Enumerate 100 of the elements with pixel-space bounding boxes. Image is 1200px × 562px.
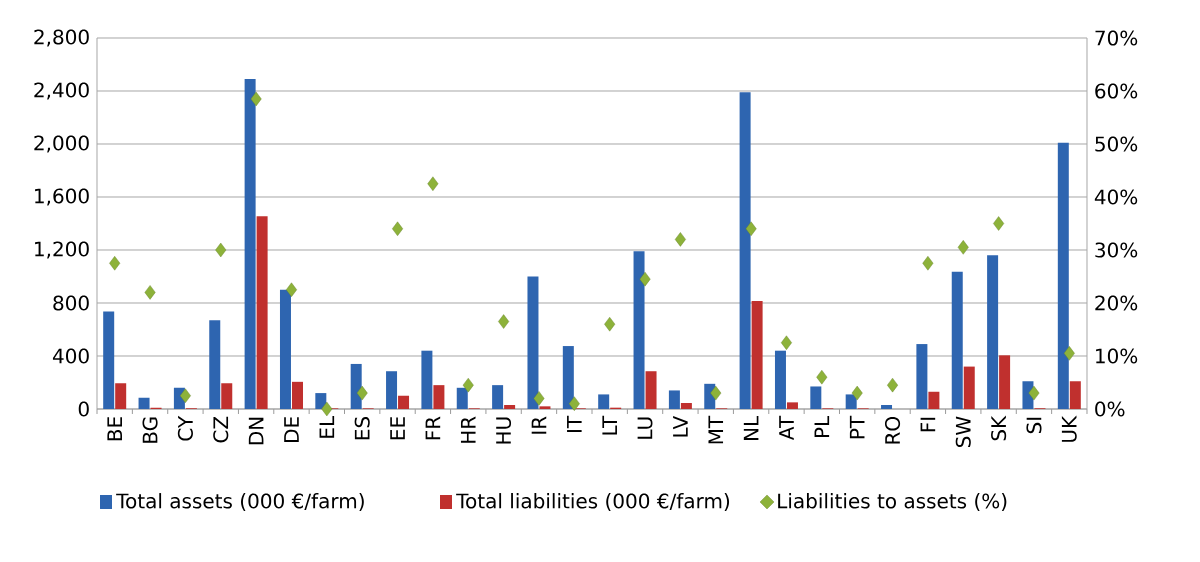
bar	[928, 391, 940, 409]
legend-label: Total liabilities (000 €/farm)	[456, 493, 730, 511]
x-tick-label: FR	[425, 416, 441, 440]
x-tick-label: DE	[284, 417, 299, 442]
bar	[115, 383, 127, 409]
point	[321, 401, 333, 417]
bar	[209, 320, 221, 409]
x-tick-label: RO	[884, 416, 901, 444]
bar	[951, 271, 963, 409]
point	[922, 256, 934, 271]
y2-tick-label: 50%	[1095, 136, 1138, 152]
bar	[433, 385, 445, 409]
bar	[598, 394, 610, 409]
point	[781, 335, 792, 350]
point	[286, 282, 297, 297]
y2-tick-label: 70%	[1095, 30, 1138, 46]
point	[179, 388, 191, 403]
y2-tick-label: 60%	[1095, 83, 1138, 99]
point	[674, 232, 686, 247]
bar	[539, 406, 551, 409]
x-tick-label: DN	[248, 417, 264, 445]
y2-tick-label: 10%	[1096, 348, 1138, 364]
y-tick-label: 400	[52, 348, 89, 364]
bar	[916, 344, 928, 409]
x-tick-label: HU	[496, 417, 512, 444]
y-tick-label: 2,800	[34, 29, 89, 47]
bar	[456, 387, 468, 409]
point	[639, 271, 651, 287]
bar	[504, 405, 516, 409]
point	[1063, 346, 1075, 361]
bar	[103, 311, 115, 409]
point	[745, 221, 757, 236]
x-tick-label: MT	[708, 415, 724, 444]
y2-tick-label: 20%	[1095, 295, 1138, 311]
x-tick-label: HR	[460, 416, 476, 443]
point	[957, 240, 969, 255]
bar	[221, 383, 233, 409]
x-tick-label: IT	[567, 415, 582, 433]
bar	[963, 366, 975, 409]
point	[109, 256, 121, 271]
x-tick-label: LT	[602, 415, 617, 435]
x-tick-label: LV	[673, 416, 688, 437]
x-tick-label: EL	[319, 415, 335, 438]
bar	[386, 371, 398, 409]
bar	[881, 405, 893, 409]
y2-tick-label: 30%	[1095, 242, 1138, 258]
point	[993, 216, 1005, 231]
x-tick-label: CY	[177, 415, 193, 441]
bar	[562, 346, 574, 409]
legend-label: Liabilities to assets (%)	[778, 493, 1007, 511]
point	[462, 377, 474, 393]
bar	[633, 251, 645, 409]
bar	[421, 350, 433, 409]
x-tick-label: PL	[814, 415, 830, 438]
point	[392, 221, 403, 236]
x-tick-label: IR	[531, 416, 547, 434]
bar	[680, 403, 692, 409]
y2-tick-label: 0%	[1095, 401, 1125, 417]
bar	[739, 92, 751, 409]
point	[215, 242, 227, 258]
point	[498, 314, 510, 329]
point	[250, 91, 262, 107]
point	[568, 396, 580, 411]
point	[533, 391, 545, 406]
y-tick-label: 1,200	[35, 241, 89, 259]
bar	[774, 350, 786, 409]
point	[851, 385, 863, 401]
bar	[668, 390, 680, 409]
y-tick-label: 1,600	[35, 188, 89, 206]
bar	[810, 386, 822, 409]
x-tick-label: BG	[142, 417, 158, 443]
bar	[279, 289, 291, 409]
y2-tick-label: 40%	[1094, 189, 1138, 205]
x-tick-label: SK	[991, 415, 1007, 441]
point	[427, 176, 439, 191]
x-tick-label: BE	[107, 417, 122, 441]
bar	[492, 385, 504, 409]
point	[144, 285, 156, 300]
x-tick-label: NL	[743, 415, 759, 440]
bar	[1069, 381, 1081, 409]
x-tick-label: UK	[1061, 415, 1077, 442]
x-tick-label: SI	[1026, 417, 1042, 434]
bar	[256, 216, 268, 409]
y-tick-label: 800	[53, 295, 89, 311]
bar	[645, 371, 657, 409]
bar	[138, 397, 150, 409]
x-tick-label: FI	[920, 417, 936, 432]
x-tick-label: EE	[390, 417, 405, 440]
point	[816, 369, 828, 385]
bar	[291, 381, 303, 409]
legend-label: Total assets (000 €/farm)	[116, 493, 364, 511]
y-tick-label: 2,400	[34, 82, 89, 100]
point	[356, 385, 368, 401]
bar	[398, 395, 410, 409]
bar	[350, 363, 362, 409]
bar	[244, 79, 256, 409]
y-tick-label: 0	[78, 401, 89, 417]
bar	[527, 276, 539, 409]
x-tick-label: SW	[955, 416, 971, 448]
y-tick-label: 2,000	[34, 135, 89, 153]
